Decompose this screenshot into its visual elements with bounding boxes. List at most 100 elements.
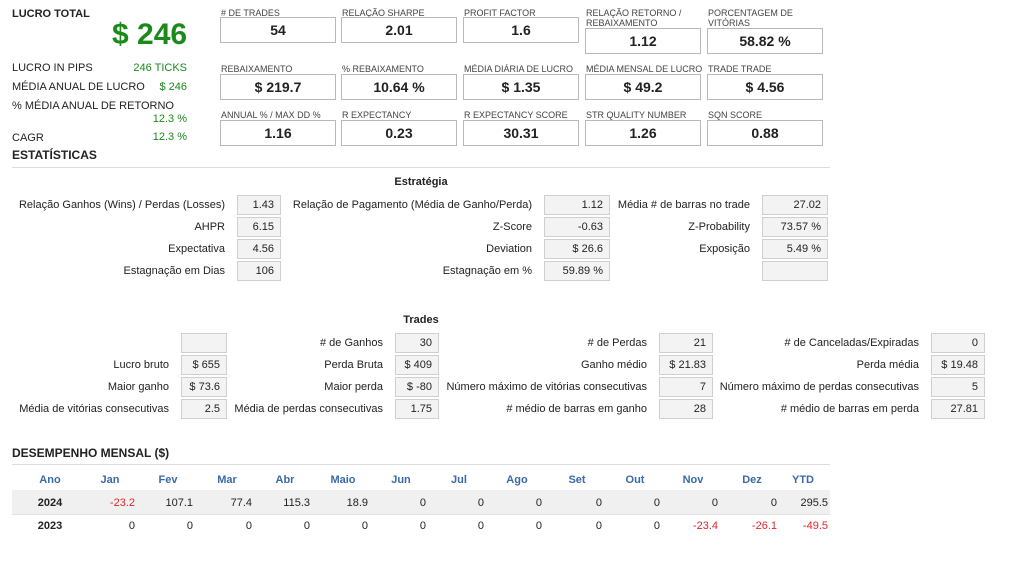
- stat-value: $ 26.6: [544, 239, 610, 259]
- stat-label: Média # de barras no trade: [617, 199, 750, 211]
- metric-label: ANNUAL % / MAX DD %: [221, 110, 321, 120]
- metric-label: RELAÇÃO RETORNO / REBAIXAMENTO: [586, 8, 682, 28]
- estatisticas-title: ESTATÍSTICAS: [12, 148, 97, 162]
- trade-value: 27.81: [931, 399, 985, 419]
- trade-label: # de Perdas: [587, 337, 647, 349]
- trade-label: Maior perda: [324, 381, 383, 393]
- metric-label: R EXPECTANCY: [342, 110, 412, 120]
- year-cell: 2024: [37, 497, 63, 509]
- stat-value: 5.49 %: [762, 239, 828, 259]
- month-value: 0: [303, 520, 310, 532]
- month-value: 0: [711, 497, 718, 509]
- cagr-label: CAGR: [12, 132, 44, 144]
- stat-label: Estagnação em %: [442, 265, 532, 277]
- month-header: Ano: [39, 474, 61, 486]
- month-value: 0: [128, 520, 135, 532]
- metric-label: RELAÇÃO SHARPE: [342, 8, 425, 18]
- trade-value: $ 655: [181, 355, 227, 375]
- stat-value: 6.15: [237, 217, 281, 237]
- metric-value: $ 49.2: [585, 74, 701, 100]
- stat-value: 106: [237, 261, 281, 281]
- trade-label: Perda média: [856, 359, 919, 371]
- trade-value: $ -80: [395, 377, 439, 397]
- metric-value: 2.01: [341, 17, 457, 43]
- trade-label: # de Canceladas/Expiradas: [784, 337, 919, 349]
- month-value: 107.1: [165, 497, 193, 509]
- month-header: Ago: [506, 474, 528, 486]
- trade-value: 28: [659, 399, 713, 419]
- trade-value: $ 73.6: [181, 377, 227, 397]
- trade-value: 0: [931, 333, 985, 353]
- stat-value: 27.02: [762, 195, 828, 215]
- metric-value: 1.6: [463, 17, 579, 43]
- stat-value: 59.89 %: [544, 261, 610, 281]
- stat-value: 1.12: [544, 195, 610, 215]
- month-header: Mar: [217, 474, 237, 486]
- month-header: Dez: [742, 474, 762, 486]
- mensal-divider: [12, 464, 830, 465]
- month-value: 0: [653, 497, 660, 509]
- month-value: 295.5: [800, 497, 828, 509]
- month-header: Abr: [275, 474, 295, 486]
- stat-value: -0.63: [544, 217, 610, 237]
- month-value: 0: [419, 497, 426, 509]
- metric-value: 10.64 %: [341, 74, 457, 100]
- trade-value: 21: [659, 333, 713, 353]
- month-value: -23.2: [109, 497, 135, 509]
- lucro-pips-label: LUCRO IN PIPS: [12, 62, 93, 74]
- metric-value: 1.12: [585, 28, 701, 54]
- month-value: 0: [361, 520, 368, 532]
- month-value: 0: [419, 520, 426, 532]
- metric-value: 1.26: [585, 120, 701, 146]
- trade-label: Perda Bruta: [324, 359, 383, 371]
- stat-value: 1.43: [237, 195, 281, 215]
- month-value: 0: [535, 520, 542, 532]
- trade-label: Número máximo de vitórias consecutivas: [446, 381, 647, 393]
- stat-label: Deviation: [486, 243, 532, 255]
- metric-value: 0.88: [707, 120, 823, 146]
- media-anual-retorno-label: % MÉDIA ANUAL DE RETORNO: [12, 100, 174, 112]
- metric-label: R EXPECTANCY SCORE: [464, 110, 568, 120]
- stat-label: Expectativa: [168, 243, 225, 255]
- month-value: 0: [595, 497, 602, 509]
- stat-label: Relação de Pagamento (Média de Ganho/Per…: [292, 199, 532, 211]
- trade-value: $ 21.83: [659, 355, 713, 375]
- month-value: 0: [535, 497, 542, 509]
- month-header: Nov: [682, 474, 704, 486]
- mensal-row-bg: [12, 490, 830, 514]
- stat-label: Estagnação em Dias: [123, 265, 226, 277]
- metric-value: $ 4.56: [707, 74, 823, 100]
- trade-label: # de Ganhos: [320, 337, 383, 349]
- stat-value-empty: [762, 261, 828, 281]
- month-value: 0: [477, 497, 484, 509]
- metric-value: 1.16: [220, 120, 336, 146]
- trade-label: Média de vitórias consecutivas: [19, 403, 169, 415]
- trade-label: # médio de barras em ganho: [506, 403, 647, 415]
- metric-value: 54: [220, 17, 336, 43]
- metric-label: # DE TRADES: [221, 8, 280, 18]
- month-header: Jan: [100, 474, 120, 486]
- metric-value: 30.31: [463, 120, 579, 146]
- month-value: 0: [245, 520, 252, 532]
- stat-label: Z-Probability: [688, 221, 750, 233]
- month-value: 0: [477, 520, 484, 532]
- metric-label: MÉDIA MENSAL DE LUCRO: [586, 64, 703, 74]
- trade-label: Lucro bruto: [113, 359, 169, 371]
- metric-label: % REBAIXAMENTO: [342, 64, 424, 74]
- trade-label: Média de perdas consecutivas: [234, 403, 383, 415]
- metric-value: 58.82 %: [707, 28, 823, 54]
- trade-value: 5: [931, 377, 985, 397]
- metric-label: PROFIT FACTOR: [464, 8, 536, 18]
- stat-label: Relação Ganhos (Wins) / Perdas (Losses): [18, 199, 225, 211]
- trade-value-empty: [181, 333, 227, 353]
- estrategia-title: Estratégia: [394, 176, 448, 188]
- metric-label: SQN SCORE: [708, 110, 763, 120]
- stat-label: Z-Score: [492, 221, 532, 233]
- stat-label: AHPR: [194, 221, 225, 233]
- lucro-pips-value: 246 TICKS: [133, 62, 187, 74]
- stat-value: 4.56: [237, 239, 281, 259]
- metric-value: $ 1.35: [463, 74, 579, 100]
- media-anual-retorno-value: 12.3 %: [152, 113, 187, 125]
- trade-label: Maior ganho: [107, 381, 169, 393]
- metric-value: $ 219.7: [220, 74, 336, 100]
